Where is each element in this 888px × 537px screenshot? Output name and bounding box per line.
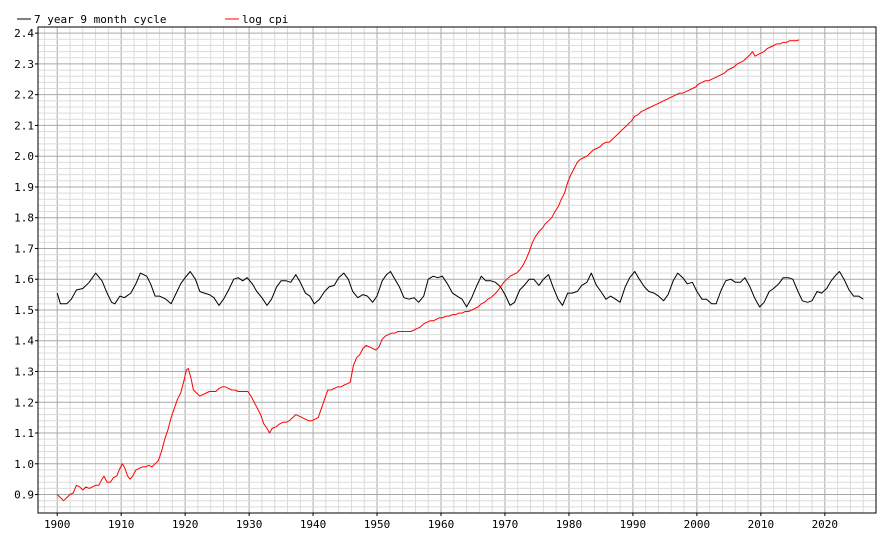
legend: 7 year 9 month cycle log cpi — [17, 13, 288, 26]
axis-ticks — [35, 32, 826, 516]
y-tick-label: 1.2 — [14, 396, 34, 409]
x-tick-label: 1970 — [492, 518, 519, 531]
series-lines — [56, 39, 864, 502]
x-tick-label: 1910 — [108, 518, 135, 531]
y-tick-label: 2.0 — [14, 150, 34, 163]
y-tick-label: 1.3 — [14, 366, 34, 379]
y-tick-label: 1.7 — [14, 242, 34, 255]
grid — [38, 27, 877, 513]
x-tick-label: 2010 — [748, 518, 775, 531]
x-axis-labels: 1900 1910 1920 1930 1940 1950 1960 1970 1980 1990… — [44, 518, 838, 531]
legend-label-log-cpi: log cpi — [242, 13, 288, 26]
y-tick-label: 2.4 — [14, 27, 34, 40]
x-tick-label: 1960 — [428, 518, 455, 531]
x-tick-label: 1980 — [556, 518, 583, 531]
plot-frame — [37, 26, 877, 514]
x-tick-label: 1900 — [44, 518, 71, 531]
y-tick-label: 1.8 — [14, 212, 34, 225]
y-tick-label: 1.6 — [14, 273, 34, 286]
x-tick-label: 2000 — [684, 518, 711, 531]
series-line-log-cpi — [56, 39, 800, 502]
x-tick-label: 2020 — [812, 518, 839, 531]
series-line-cycle — [56, 271, 864, 308]
y-tick-label: 1.4 — [14, 335, 34, 348]
y-tick-label: 0.9 — [14, 489, 34, 502]
y-tick-label: 1.9 — [14, 181, 34, 194]
y-tick-label: 2.1 — [14, 119, 34, 132]
x-tick-label: 1950 — [364, 518, 391, 531]
legend-label-cycle: 7 year 9 month cycle — [34, 13, 166, 26]
y-tick-label: 2.2 — [14, 89, 34, 102]
y-tick-label: 1.1 — [14, 427, 34, 440]
y-axis-labels: 0.9 1.0 1.1 1.2 1.3 1.4 1.5 1.6 1.7 1.8 1.9 2.0 2.1 2… — [14, 27, 34, 501]
y-tick-label: 1.0 — [14, 458, 34, 471]
x-tick-label: 1990 — [620, 518, 647, 531]
x-tick-label: 1940 — [300, 518, 327, 531]
x-tick-label: 1920 — [172, 518, 199, 531]
y-tick-label: 1.5 — [14, 304, 34, 317]
y-tick-label: 2.3 — [14, 58, 34, 71]
x-tick-label: 1930 — [236, 518, 263, 531]
